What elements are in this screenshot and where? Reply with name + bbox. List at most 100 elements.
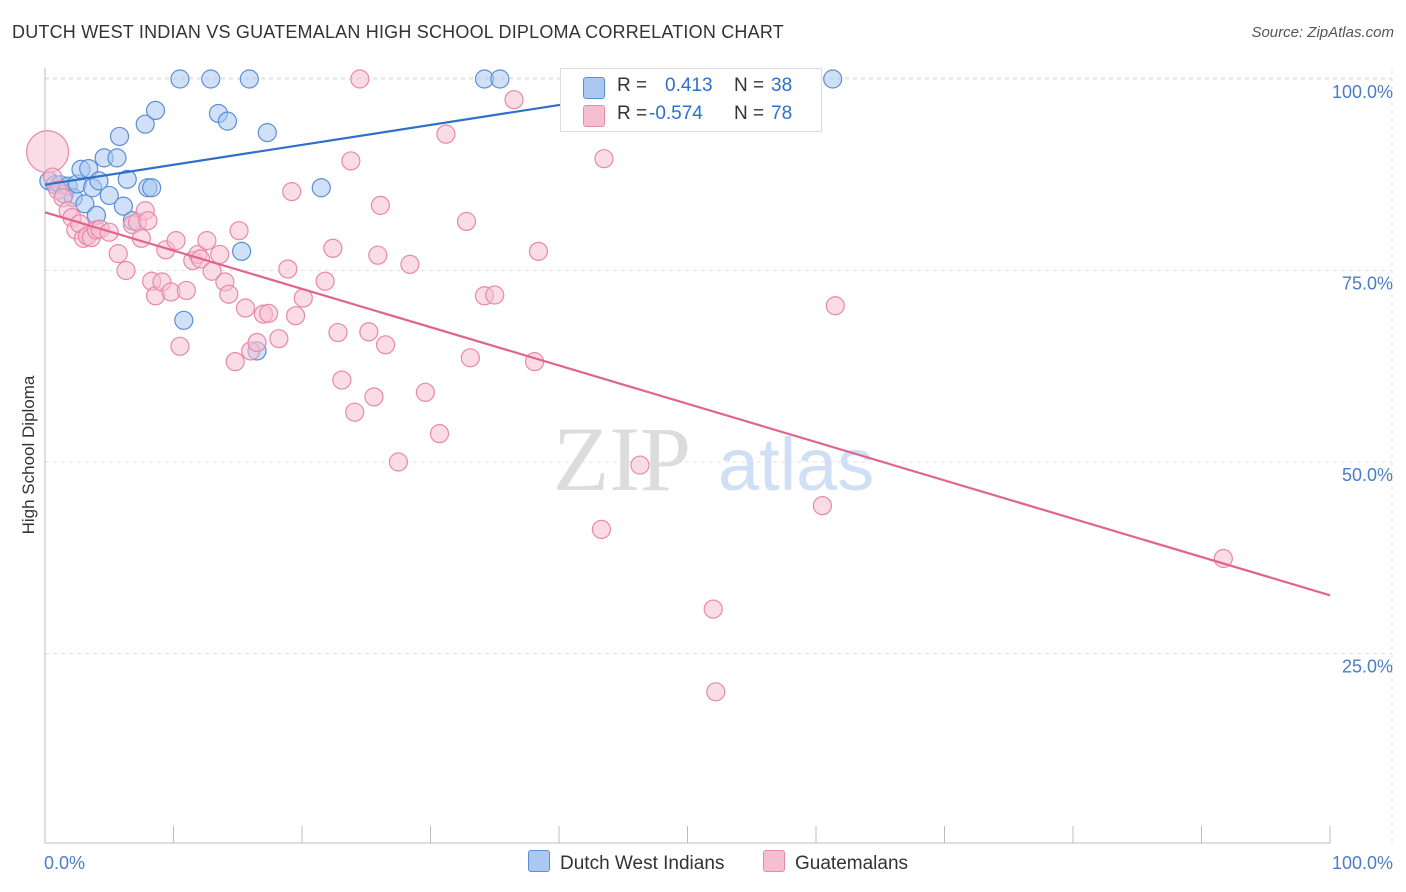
stats-legend: R = 0.413 N = 38 R = -0.574 N = 78 — [560, 68, 822, 132]
guatemalan-point — [341, 151, 361, 171]
bottom-legend-guatemalans: Guatemalans — [763, 850, 908, 875]
dutch-west-indian-point — [217, 111, 238, 131]
guatemalan-point — [400, 254, 420, 274]
legend-r-label: R = — [617, 75, 648, 96]
guatemalan-point — [166, 231, 186, 251]
dutch-west-indian-point — [239, 69, 259, 89]
guatemalan-point — [315, 271, 335, 291]
guatemalan-point — [138, 211, 158, 231]
guatemalan-point — [429, 424, 450, 444]
dutch-west-indian-point — [201, 69, 221, 89]
guatemalan-point — [456, 211, 477, 232]
guatemalan-point — [388, 452, 408, 472]
y-tick-label: 25.0% — [1342, 657, 1393, 677]
guatemalan-point — [359, 322, 379, 342]
dutch-west-indian-point — [113, 196, 133, 216]
guatemalan-point — [235, 298, 256, 318]
guatemalan-point — [170, 336, 190, 356]
watermark: ZIP atlas — [553, 408, 874, 510]
guatemalan-point — [282, 182, 302, 202]
blue-swatch-icon — [528, 850, 550, 872]
chart-source: Source: ZipAtlas.com — [1251, 24, 1394, 41]
y-tick-label: 100.0% — [1332, 82, 1393, 102]
guatemalan-point — [364, 387, 384, 407]
guatemalan-point — [332, 370, 352, 390]
guatemalan-point — [108, 244, 128, 264]
guatemalan-point — [328, 322, 348, 343]
guatemalan-point — [210, 244, 230, 265]
guatemalan-point — [630, 455, 650, 475]
bottom-legend-dutch-west-indians: Dutch West Indians — [528, 850, 724, 875]
guatemalan-point — [247, 332, 267, 353]
guatemalan-point — [25, 130, 70, 174]
guatemalan-point — [323, 238, 343, 258]
dutch-west-indian-point — [174, 310, 194, 330]
dutch-west-indian-point — [490, 69, 510, 89]
guatemalan-point — [368, 245, 388, 265]
y-tick-label: 50.0% — [1342, 465, 1393, 485]
x-tick-label-max: 100.0% — [1332, 853, 1393, 873]
dutch-west-indian-point — [107, 148, 127, 168]
chart-title: DUTCH WEST INDIAN VS GUATEMALAN HIGH SCH… — [12, 22, 784, 42]
guatemalan-trendline — [44, 211, 1331, 597]
guatemalan-point — [594, 149, 614, 169]
guatemalan-point — [350, 69, 370, 89]
points-layer — [25, 69, 1233, 702]
guatemalan-point — [591, 519, 612, 540]
guatemalan-point — [229, 221, 249, 241]
dutch-west-indian-point — [232, 241, 252, 261]
guatemalan-point — [219, 284, 239, 304]
legend-r-value: -0.574 — [649, 103, 703, 124]
dutch-west-indian-point — [145, 100, 166, 121]
y-axis-title: High School Diploma — [19, 375, 38, 534]
bottom-legend-label: Dutch West Indians — [560, 853, 725, 874]
dutch-west-indian-point — [135, 114, 155, 134]
guatemalan-point — [460, 348, 480, 368]
guatemalan-point — [375, 335, 396, 355]
legend-r-label: R = — [617, 103, 648, 124]
guatemalan-point — [345, 402, 365, 422]
bottom-legend-label: Guatemalans — [795, 853, 909, 874]
blue-swatch-icon — [583, 77, 605, 99]
dutch-west-indian-point — [142, 178, 162, 198]
dutch-west-indian-point — [823, 69, 843, 89]
guatemalan-point — [370, 195, 390, 215]
guatemalan-point — [278, 259, 298, 279]
guatemalan-point — [436, 124, 456, 144]
legend-n-value: 38 — [771, 75, 793, 96]
y-tick-label: 75.0% — [1342, 274, 1393, 294]
guatemalan-point — [258, 303, 279, 323]
guatemalan-point — [528, 241, 549, 261]
guatemalan-point — [485, 285, 505, 305]
guatemalan-point — [504, 90, 524, 110]
watermark-zip: ZIP — [553, 408, 691, 510]
dutch-west-indian-point — [170, 69, 190, 89]
legend-row-dutch-west-indians: R = 0.413 N = 38 — [561, 72, 821, 102]
guatemalan-point — [706, 682, 726, 702]
dutch-west-indian-point — [109, 126, 130, 147]
dutch-west-indian-point — [99, 185, 119, 206]
guatemalan-point — [176, 280, 196, 301]
guatemalan-point — [285, 306, 306, 326]
legend-row-guatemalans: R = -0.574 N = 78 — [561, 100, 821, 130]
legend-n-value: 78 — [771, 103, 793, 124]
guatemalan-point — [415, 382, 435, 402]
x-tick-label-min: 0.0% — [44, 853, 85, 873]
dutch-west-indian-point — [311, 178, 331, 198]
dutch-west-indian-point — [75, 194, 95, 214]
guatemalan-point — [825, 296, 845, 316]
trend-layer — [44, 74, 1331, 597]
guatemalan-point — [703, 599, 723, 619]
guatemalan-point — [812, 496, 833, 516]
dutch-west-indian-point — [117, 169, 137, 189]
pink-swatch-icon — [763, 850, 785, 872]
legend-n-label: N = — [734, 103, 765, 124]
dutch-west-indian-point — [257, 123, 277, 143]
legend-r-value: 0.413 — [665, 75, 713, 96]
guatemalan-point — [116, 260, 136, 281]
grid-layer — [45, 70, 1393, 843]
pink-swatch-icon — [583, 105, 605, 127]
guatemalan-point — [197, 231, 217, 251]
axes-layer: 25.0% 50.0% 75.0% 100.0% — [44, 68, 1393, 844]
